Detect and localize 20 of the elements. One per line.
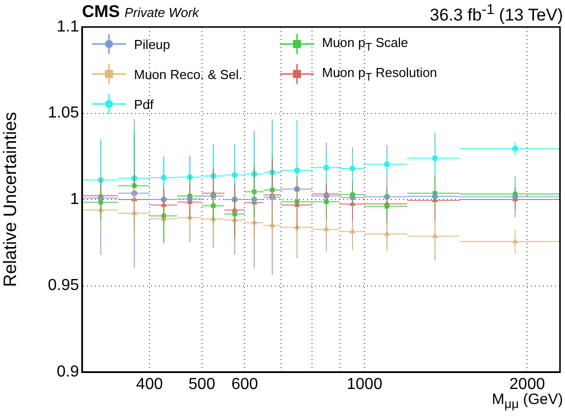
legend-label: Pdf	[134, 96, 154, 112]
x-tick-label: 1000	[346, 376, 382, 394]
x-tick-label: 600	[231, 376, 258, 394]
chart-subtitle: Private Work	[124, 5, 199, 20]
x-tick-label: 2000	[509, 376, 546, 394]
y-tick-label: 0.95	[48, 277, 80, 294]
y-tick-label: 1.05	[48, 104, 80, 122]
chart-title: CMS	[82, 2, 120, 21]
legend-label: Muon p$_{T}$ Resolution	[322, 64, 438, 84]
legend-label: Muon Reco. & Sel.	[134, 66, 242, 82]
x-tick-label: 500	[188, 376, 216, 394]
legend-label: Muon p$_{T}$ Scale	[322, 34, 408, 54]
y-axis-title: Relative Uncertainties	[0, 112, 20, 288]
y-tick-label: 0.9	[56, 363, 80, 380]
y-tick-label: 1.1	[56, 18, 80, 36]
y-tick-label: 1	[70, 190, 80, 208]
text: 36.3 fb$^{-1}$ (13 TeV)	[430, 2, 563, 26]
x-tick-label: 400	[136, 376, 163, 394]
x-axis-title: M$_{μμ}$ (GeV)	[492, 391, 563, 412]
legend-label: Pileup	[134, 36, 170, 52]
